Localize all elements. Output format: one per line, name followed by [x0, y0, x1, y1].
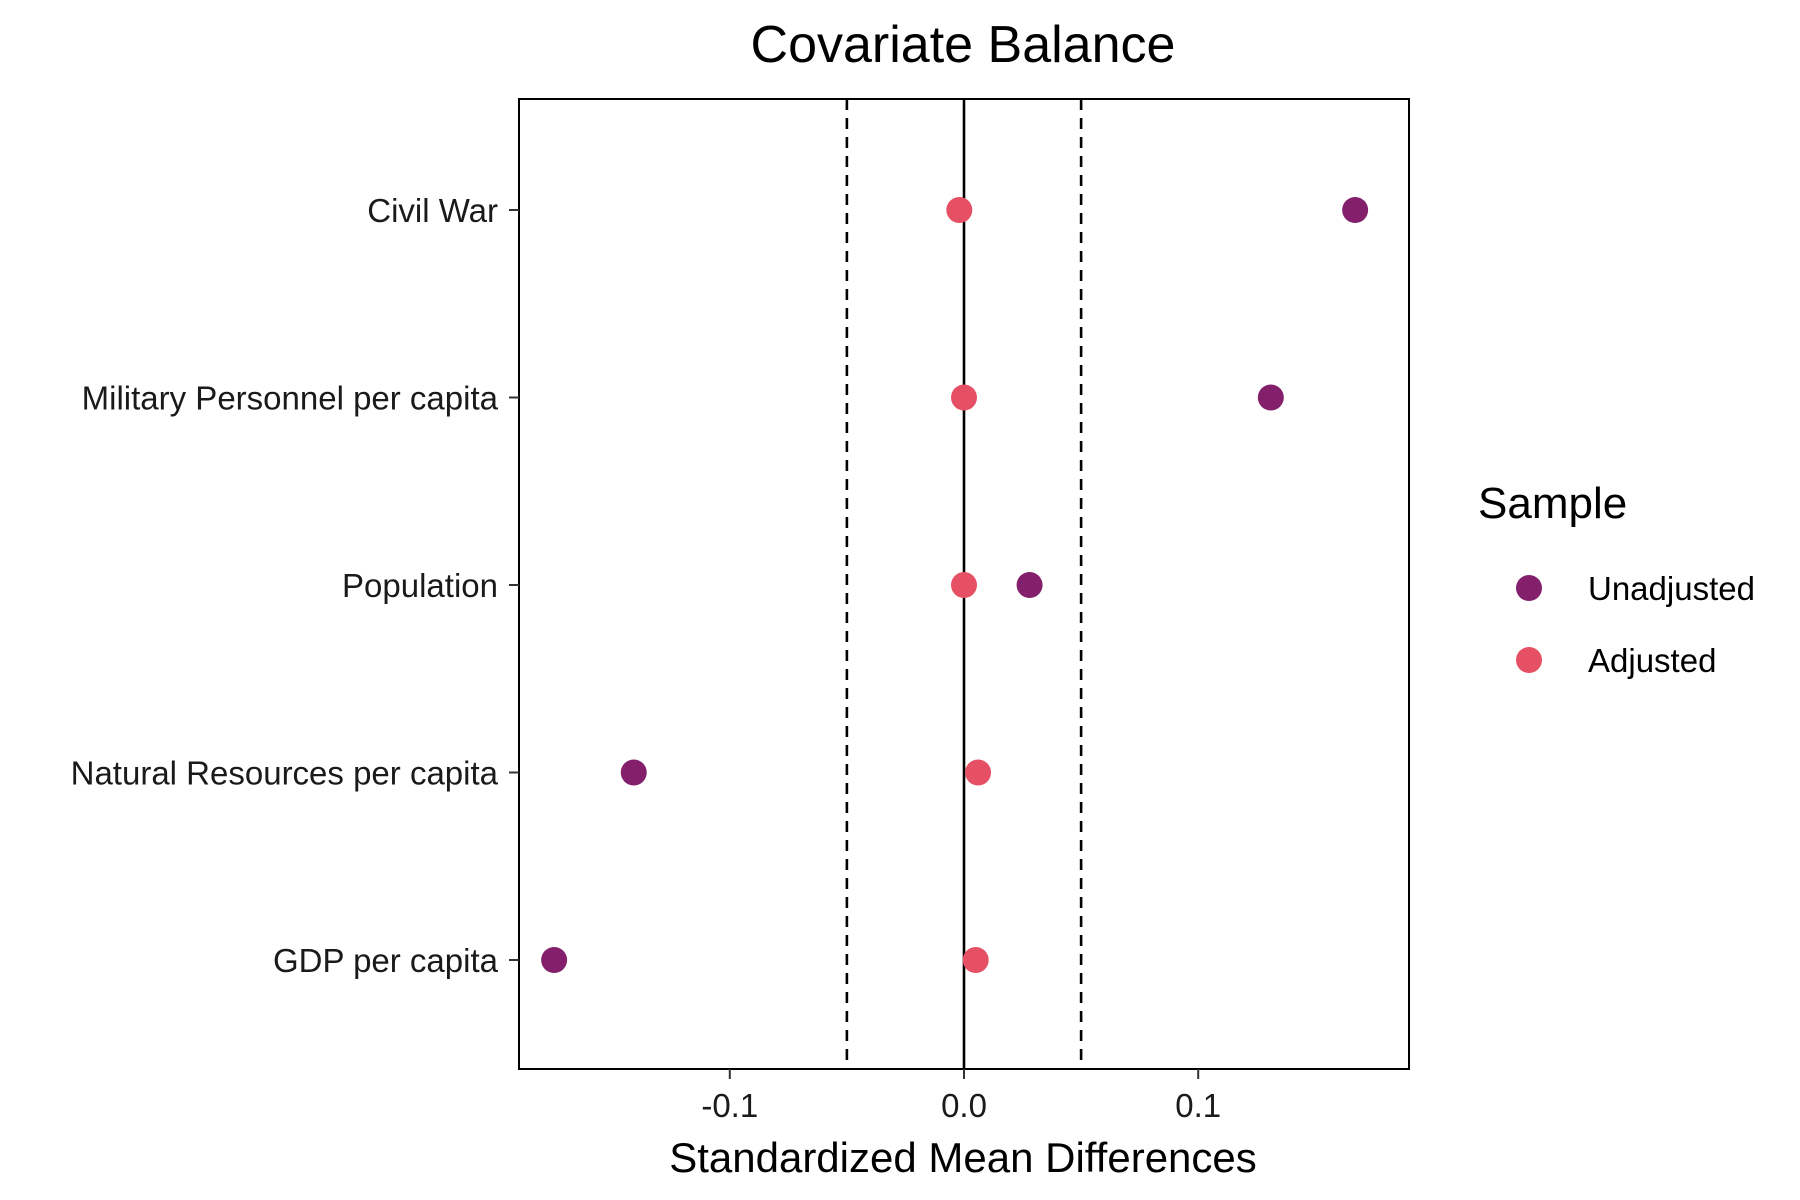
x-tick-label: -0.1 [701, 1087, 758, 1124]
y-tick-label: GDP per capita [273, 942, 499, 979]
x-axis: -0.1 0.0 0.1 [701, 1069, 1221, 1124]
point-unadjusted [541, 947, 568, 973]
legend: Sample Unadjusted Adjusted [1478, 479, 1755, 679]
point-unadjusted [1257, 384, 1284, 411]
legend-label-unadjusted: Unadjusted [1588, 570, 1755, 607]
chart-title: Covariate Balance [751, 16, 1176, 74]
legend-title: Sample [1478, 479, 1627, 528]
y-tick-label: Civil War [367, 192, 498, 229]
x-axis-title: Standardized Mean Differences [669, 1134, 1257, 1181]
point-unadjusted [1016, 572, 1043, 598]
x-tick-label: 0.1 [1175, 1087, 1221, 1124]
legend-label-adjusted: Adjusted [1588, 642, 1716, 679]
point-adjusted [962, 947, 989, 973]
point-adjusted [951, 572, 977, 598]
point-adjusted [965, 759, 992, 786]
y-tick-label: Military Personnel per capita [82, 380, 499, 417]
legend-key-unadjusted [1516, 575, 1542, 601]
legend-items: Unadjusted Adjusted [1516, 570, 1755, 679]
point-adjusted [946, 197, 973, 223]
point-unadjusted [620, 759, 647, 786]
point-adjusted [951, 384, 977, 411]
y-tick-label: Population [342, 567, 498, 604]
legend-key-adjusted [1516, 647, 1542, 673]
y-tick-label: Natural Resources per capita [71, 755, 499, 792]
data-points [541, 197, 1369, 973]
point-unadjusted [1342, 197, 1369, 223]
x-tick-label: 0.0 [941, 1087, 987, 1124]
y-axis: Civil War Military Personnel per capita Po… [71, 192, 519, 979]
threshold-lines [845, 99, 1083, 1069]
